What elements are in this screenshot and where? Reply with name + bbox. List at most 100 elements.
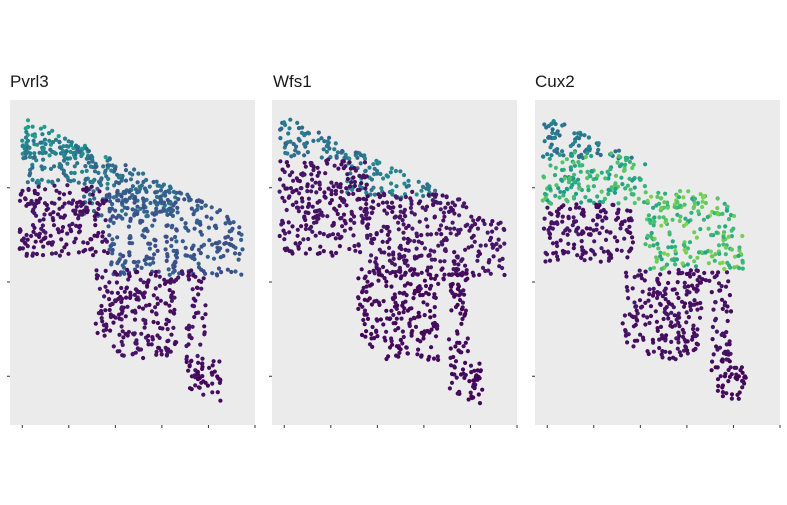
data-point <box>404 293 409 298</box>
data-point <box>185 192 190 197</box>
data-point <box>338 195 343 201</box>
data-point <box>362 153 367 158</box>
data-point <box>665 312 670 317</box>
data-point <box>30 177 35 182</box>
data-point <box>104 198 109 203</box>
data-point <box>122 271 127 276</box>
data-point <box>141 355 146 361</box>
data-point <box>694 287 699 292</box>
data-point <box>201 242 207 247</box>
data-point <box>111 344 116 349</box>
data-point <box>668 323 673 328</box>
data-point <box>161 182 166 187</box>
data-point <box>473 222 478 227</box>
data-point <box>69 170 74 175</box>
data-point <box>432 313 437 318</box>
data-point <box>471 378 476 383</box>
data-point <box>369 302 374 307</box>
data-point <box>165 197 170 203</box>
data-point <box>134 270 139 275</box>
data-point <box>62 201 67 206</box>
data-point <box>333 191 338 196</box>
data-point <box>147 302 152 307</box>
data-point <box>401 222 406 227</box>
data-point <box>626 296 631 301</box>
data-point <box>569 185 574 190</box>
data-point <box>236 257 241 262</box>
data-point <box>428 265 434 270</box>
data-point <box>625 255 630 260</box>
data-point <box>686 315 692 320</box>
data-point <box>126 272 132 277</box>
data-point <box>633 322 638 327</box>
data-point <box>558 238 563 243</box>
data-point <box>321 249 326 254</box>
data-point <box>82 194 87 199</box>
data-point <box>726 379 731 384</box>
data-point <box>394 184 399 189</box>
data-point <box>643 242 648 247</box>
data-point <box>565 226 570 231</box>
data-point <box>173 234 178 240</box>
data-point <box>364 312 369 317</box>
data-point <box>39 239 44 244</box>
data-point <box>440 193 445 198</box>
data-point <box>107 156 112 161</box>
data-point <box>452 365 457 370</box>
data-point <box>370 199 376 204</box>
data-point <box>144 209 150 214</box>
data-point <box>50 140 56 145</box>
data-point <box>428 308 433 314</box>
data-point <box>613 173 619 178</box>
data-point <box>690 326 696 332</box>
data-point <box>432 305 437 310</box>
data-point <box>393 273 398 278</box>
data-point <box>158 194 163 199</box>
data-point <box>577 186 582 191</box>
data-point <box>740 385 745 390</box>
data-point <box>132 196 137 201</box>
data-point <box>288 186 293 191</box>
data-point <box>187 325 192 330</box>
data-point <box>207 238 212 243</box>
data-point <box>619 248 624 253</box>
data-point <box>591 218 596 223</box>
data-point <box>547 235 553 240</box>
data-point <box>438 259 443 264</box>
data-point <box>579 255 584 260</box>
data-point <box>84 185 89 190</box>
data-point <box>624 285 630 290</box>
data-point <box>53 251 59 256</box>
data-point <box>405 351 410 356</box>
data-point <box>36 184 41 189</box>
data-point <box>698 192 703 197</box>
data-point <box>432 249 437 254</box>
data-point <box>461 271 466 276</box>
data-point <box>215 210 220 215</box>
data-point <box>367 259 373 264</box>
data-point <box>720 383 726 388</box>
data-point <box>326 157 331 162</box>
data-point <box>20 143 26 148</box>
data-point <box>215 374 220 379</box>
data-point <box>107 307 112 313</box>
data-point <box>743 375 748 380</box>
data-point <box>378 171 383 177</box>
data-point <box>43 150 48 155</box>
data-point <box>394 306 399 311</box>
data-point <box>648 313 654 319</box>
panel-title-wfs1: Wfs1 <box>273 72 312 91</box>
data-point <box>90 159 95 164</box>
data-point <box>555 221 560 226</box>
data-point <box>374 256 379 261</box>
data-point <box>729 372 734 377</box>
data-point <box>47 153 52 158</box>
data-point <box>396 220 401 225</box>
data-point <box>416 314 421 319</box>
data-point <box>315 200 320 205</box>
data-point <box>128 293 133 298</box>
data-point <box>315 165 320 170</box>
data-point <box>450 290 455 295</box>
data-point <box>24 232 29 238</box>
data-point <box>30 124 35 129</box>
